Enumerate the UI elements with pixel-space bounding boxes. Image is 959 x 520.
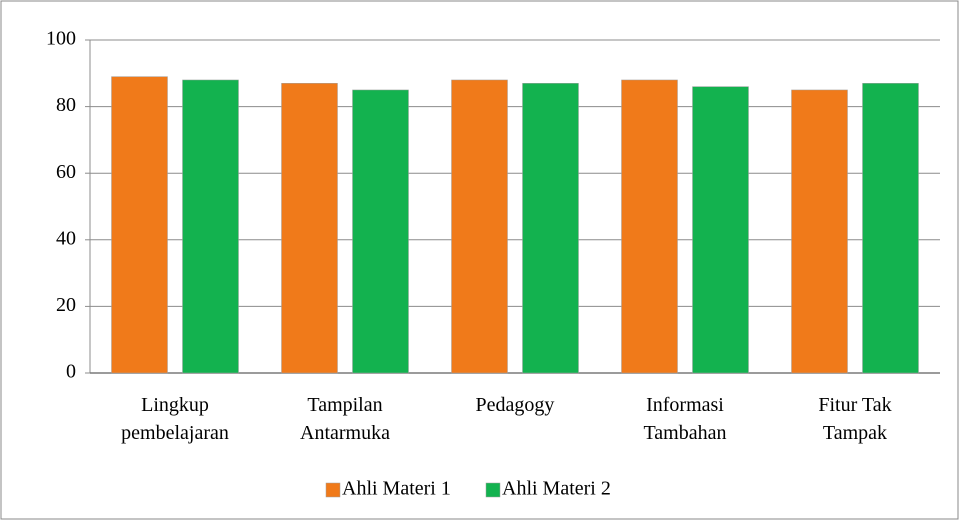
y-tick-label: 60 [56,161,76,183]
legend-label: Ahli Materi 1 [342,478,451,500]
legend-swatch [485,482,501,498]
y-tick-label: 80 [56,94,76,116]
bar [111,76,168,374]
bar [862,83,919,374]
bar [182,79,239,374]
bar [352,89,409,374]
y-tick-label: 100 [46,28,76,50]
y-tick-label: 0 [66,361,76,383]
x-tick-label: Pedagogy [476,394,555,416]
y-tick-label: 40 [56,227,76,249]
bar [791,89,848,374]
bar [621,79,678,374]
bar [281,83,338,374]
legend-swatch [325,482,341,498]
bar [522,83,579,374]
y-tick-label: 20 [56,294,76,316]
legend-label: Ahli Materi 2 [502,478,611,500]
x-tick-label: Tampilan Antarmuka [300,394,390,444]
x-tick-label: Informasi Tambahan [643,394,726,444]
bar [692,86,749,374]
x-tick-label: Fitur Tak Tampak [818,394,891,444]
bar [451,79,508,374]
x-tick-label: Lingkup pembelajaran [121,394,229,444]
